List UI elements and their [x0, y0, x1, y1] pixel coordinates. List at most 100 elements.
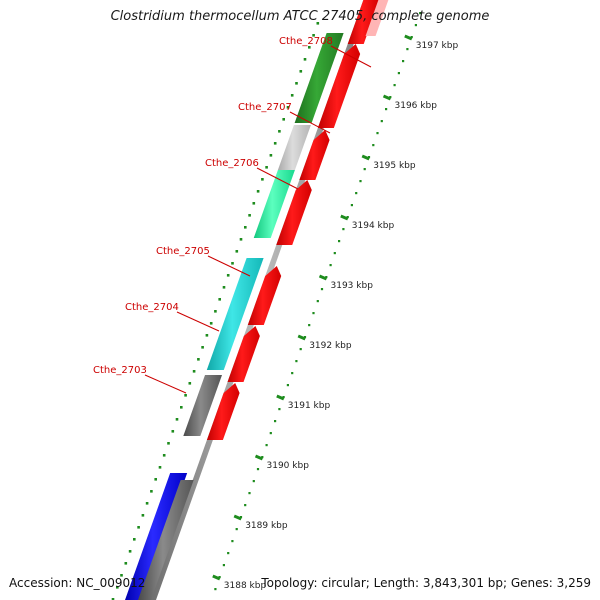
gene-label-leader [207, 255, 251, 277]
ring-dot [158, 466, 162, 469]
scale-tick-label: 3194 kbp [352, 221, 395, 231]
scale-dot [274, 420, 277, 423]
gene-label-leader [330, 45, 372, 68]
cds-arrow [276, 180, 312, 245]
scale-dot [282, 396, 285, 399]
ring-dot [252, 202, 256, 205]
scale-dot [376, 132, 379, 135]
gene-label-leader [144, 374, 187, 394]
scale-dot [406, 48, 409, 51]
scale-tick [340, 214, 349, 221]
scale-dot [359, 180, 362, 183]
scale-tick-label: 3196 kbp [395, 101, 438, 111]
ring-dot [303, 58, 307, 61]
scale-dot [414, 24, 417, 27]
cds-arrow [317, 44, 361, 128]
scale-tick-label: 3192 kbp [309, 341, 352, 351]
scale-dot [303, 336, 307, 339]
ring-dot [218, 298, 221, 301]
genome-summary-text: Topology: circular; Length: 3,843,301 bp… [261, 576, 591, 590]
ring-dot [290, 94, 294, 97]
scale-dot [346, 216, 349, 219]
scale-dot [380, 120, 383, 123]
scale-dot [218, 576, 221, 579]
ring-dot [180, 406, 183, 409]
gene-label: Cthe_2703 [93, 365, 147, 376]
scale-tick-label: 3193 kbp [331, 281, 374, 291]
ring-dot [162, 454, 166, 457]
ring-dot [201, 346, 204, 349]
ring-dot [299, 70, 303, 73]
scale-dot [329, 264, 332, 267]
tick-dots-layer [111, 12, 422, 600]
scale-tick [318, 274, 328, 281]
scale-tick [276, 394, 285, 401]
ring-dot [184, 394, 187, 397]
ring-dot [120, 574, 123, 577]
scale-dot [342, 228, 345, 231]
cds-arrow [206, 383, 240, 440]
ring-dot [111, 598, 115, 600]
scale-dot [325, 276, 328, 279]
ring-dot [128, 550, 132, 553]
scale-dot [291, 372, 294, 375]
scale-tick-label: 3191 kbp [288, 401, 331, 411]
ring-dot [222, 286, 226, 289]
ring-dot [316, 22, 320, 25]
scale-tick-label: 3197 kbp [416, 41, 459, 51]
genome-title: Clostridium thermocellum ATCC 27405, com… [110, 9, 490, 24]
ring-dot [265, 166, 268, 169]
ring-dot [141, 514, 145, 517]
gene-cthe-2706 [253, 170, 295, 238]
ring-dot [286, 106, 290, 109]
gene-label: Cthe_2708 [279, 36, 333, 47]
scale-tick [297, 334, 306, 341]
ring-dot [239, 238, 243, 241]
ring-dot [214, 310, 217, 313]
ring-dot [175, 418, 179, 421]
cds-arrow [347, 0, 380, 44]
scale-tick [361, 154, 370, 161]
gene-dark-gray-band [138, 480, 194, 600]
gene-cthe-2703 [183, 375, 223, 436]
ring-dot [244, 226, 247, 229]
ring-dot [188, 382, 192, 385]
accession-text: Accession: NC_009012 [9, 576, 146, 590]
ring-dot [205, 334, 209, 337]
scale-dot [363, 168, 366, 171]
label-leaders-layer [144, 45, 372, 394]
scale-tick [233, 514, 242, 521]
scale-dot [248, 492, 251, 495]
scale-dot [295, 360, 298, 363]
scale-dot [227, 552, 230, 555]
scale-dot [372, 144, 375, 147]
gene-label: Cthe_2705 [156, 246, 210, 257]
scale-dot [355, 192, 358, 195]
cds-arrow [299, 130, 330, 180]
scale-dot [389, 96, 392, 99]
gene-label-leader [289, 111, 331, 134]
ring-dot [167, 442, 170, 445]
ring-dot [261, 178, 264, 181]
scale-dot [286, 384, 289, 387]
gene-label-leader [256, 167, 299, 190]
scale-dot [278, 408, 281, 411]
cds-arrow [227, 326, 260, 382]
scale-dot [312, 312, 315, 315]
ring-dot [273, 142, 277, 145]
scale-tick [254, 454, 264, 461]
scale-dot [231, 540, 234, 543]
scale-dot [316, 300, 319, 303]
scale-dot [320, 288, 324, 291]
gene-blue [125, 473, 188, 600]
labels-layer: Cthe_2703 Cthe_2704 Cthe_2705 Cthe_2706 Cthe… [93, 36, 333, 376]
gene-label: Cthe_2704 [125, 302, 179, 313]
ring-dot [248, 214, 251, 217]
ring-dot [192, 370, 196, 373]
ring-dot [308, 46, 311, 49]
ring-dot [137, 526, 140, 529]
scale-dot [419, 12, 422, 15]
scale-dot [385, 108, 388, 111]
